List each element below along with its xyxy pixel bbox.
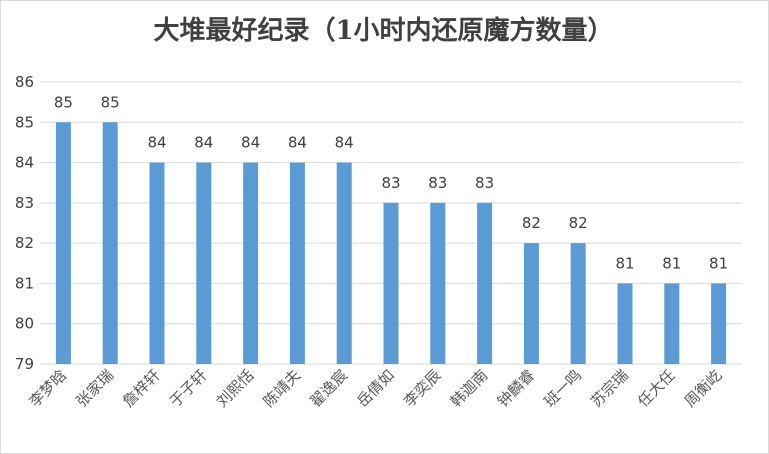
- bar: [383, 202, 399, 364]
- x-tick-label: 班一鸣: [540, 366, 585, 411]
- data-label: 81: [662, 254, 681, 272]
- bar: [149, 162, 165, 364]
- x-tick-label: 张家瑞: [72, 366, 117, 411]
- data-label: 85: [101, 93, 120, 111]
- data-label: 84: [147, 134, 166, 152]
- bar: [289, 162, 305, 364]
- data-label: 84: [194, 134, 213, 152]
- data-label: 82: [522, 214, 541, 232]
- bar: [664, 283, 680, 364]
- bar: [55, 122, 71, 365]
- x-tick-label: 于子轩: [166, 366, 211, 411]
- x-tick-label: 苏宗瑞: [587, 366, 632, 411]
- bar: [196, 162, 212, 364]
- data-label: 85: [54, 93, 73, 111]
- bar: [570, 243, 586, 364]
- y-tick-label: 86: [15, 73, 34, 91]
- x-tick-label: 詹梓轩: [119, 366, 164, 411]
- data-label: 81: [615, 254, 634, 272]
- x-tick-label: 陈靖夫: [260, 366, 305, 411]
- y-tick-label: 79: [15, 355, 34, 373]
- bar: [336, 162, 352, 364]
- y-tick-label: 80: [15, 315, 34, 333]
- data-label: 83: [381, 174, 400, 192]
- bar: [711, 283, 727, 364]
- y-tick-label: 82: [15, 234, 34, 252]
- x-tick-label: 翟逸宸: [306, 366, 351, 411]
- x-tick-label: 李奕辰: [400, 366, 445, 411]
- x-tick-label: 任大任: [634, 366, 679, 411]
- x-tick-label: 钟麟睿: [494, 366, 539, 411]
- x-tick-label: 周衡屹: [681, 366, 726, 411]
- bar: [617, 283, 633, 364]
- y-tick-label: 85: [15, 113, 34, 131]
- data-label: 83: [428, 174, 447, 192]
- y-tick-label: 81: [15, 274, 34, 292]
- bar: [477, 202, 493, 364]
- x-tick-label: 岳倩如: [353, 366, 398, 411]
- x-tick-label: 刘熙恬: [213, 366, 258, 411]
- data-label: 84: [335, 134, 354, 152]
- bar: [243, 162, 259, 364]
- y-tick-label: 84: [15, 154, 34, 172]
- y-tick-label: 83: [15, 194, 34, 212]
- bar: [523, 243, 539, 364]
- data-label: 83: [475, 174, 494, 192]
- x-tick-label: 韩迦南: [447, 366, 492, 411]
- data-label: 84: [241, 134, 260, 152]
- data-label: 81: [709, 254, 728, 272]
- data-label: 82: [569, 214, 588, 232]
- data-label: 84: [288, 134, 307, 152]
- bar: [430, 202, 446, 364]
- bar: [102, 122, 118, 365]
- chart-title: 大堆最好纪录（1小时内还原魔方数量）: [153, 16, 614, 46]
